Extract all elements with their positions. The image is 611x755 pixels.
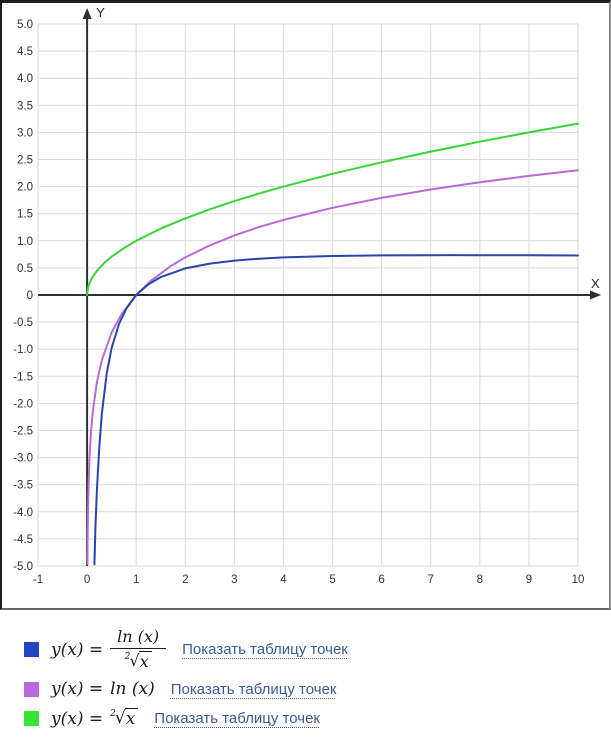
fraction-denominator: 2 √ x xyxy=(125,649,152,672)
plot-panel: Y X 5.0 4.5 4.0 3.5 3.0 2.5 2.0 1.5 1.0 0.5 0 -0.5 -1.… xyxy=(0,0,611,610)
radicand: x xyxy=(138,651,152,672)
x-tick-label: 10 xyxy=(572,574,585,586)
formula-rhs: ln (x) xyxy=(110,679,155,699)
y-tick-label: -5.0 xyxy=(13,561,33,573)
show-points-table-link-1[interactable]: Показать таблицу точек xyxy=(182,641,348,658)
radical-sign-icon: √ xyxy=(129,651,140,670)
x-tick-label: 1 xyxy=(133,574,139,586)
y-tick-label: 0.5 xyxy=(17,263,33,275)
show-points-table-link-3[interactable]: Показать таблицу точек xyxy=(154,710,320,727)
y-tick-label: 2.0 xyxy=(17,182,33,194)
legend: y(x) = ln (x) 2 √ x Показать таблицу точек… xyxy=(0,610,611,729)
legend-swatch-blue xyxy=(24,642,39,657)
y-tick-label: -4.5 xyxy=(13,534,33,546)
x-tick-label: 6 xyxy=(378,574,384,586)
y-tick-label: -0.5 xyxy=(13,317,33,329)
fraction-numerator: ln (x) xyxy=(110,627,167,649)
y-tick-label: 0 xyxy=(27,290,33,302)
show-points-table-link-2[interactable]: Показать таблицу точек xyxy=(170,680,337,698)
formula-ln-over-sqrt: y(x) = ln (x) 2 √ x xyxy=(51,627,167,672)
x-axis-arrow-icon xyxy=(590,290,601,300)
y-tick-label: 1.0 xyxy=(17,236,33,248)
formula-lhs: y(x) = xyxy=(51,679,104,699)
x-tick-label: 4 xyxy=(280,574,287,586)
square-root: 2 √ x xyxy=(125,651,152,672)
radicand: x xyxy=(124,708,139,729)
y-tick-label: -3.5 xyxy=(13,480,33,492)
legend-item-sqrt: y(x) = 2 √ x Показать таблицу точек xyxy=(24,708,611,729)
y-tick-label: -1.5 xyxy=(13,371,33,383)
x-tick-label: 2 xyxy=(182,574,188,586)
x-tick-label: 5 xyxy=(329,574,335,586)
formula-ln: y(x) = ln (x) xyxy=(51,679,155,699)
y-tick-label: 1.5 xyxy=(17,209,33,221)
x-tick-label: 0 xyxy=(84,574,90,586)
y-tick-label: -1.0 xyxy=(13,344,33,356)
root-index: 2 xyxy=(110,709,116,719)
curve-y(x)-ln(x)-x xyxy=(93,254,579,566)
y-tick-label: 5.0 xyxy=(17,19,33,31)
formula-sqrt: y(x) = 2 √ x xyxy=(51,708,139,729)
y-tick-label: -2.5 xyxy=(13,426,33,438)
formula-lhs: y(x) = xyxy=(51,639,104,660)
x-tick-label: 9 xyxy=(526,574,532,586)
square-root: 2 √ x xyxy=(110,708,139,729)
fraction: ln (x) 2 √ x xyxy=(110,627,167,672)
x-tick-label: 8 xyxy=(477,574,483,586)
y-axis-label: Y xyxy=(96,5,105,20)
y-axis-arrow-icon xyxy=(82,8,92,19)
plot-area: Y X 5.0 4.5 4.0 3.5 3.0 2.5 2.0 1.5 1.0 0.5 0 -0.5 -1.… xyxy=(13,5,601,586)
y-tick-label: -3.0 xyxy=(13,453,33,465)
y-tick-label: 4.5 xyxy=(17,46,33,58)
y-tick-label: 3.0 xyxy=(17,127,33,139)
y-tick-label: 3.5 xyxy=(17,100,33,112)
legend-item-ln-over-sqrt: y(x) = ln (x) 2 √ x Показать таблицу точек xyxy=(24,627,611,672)
y-tick-label: -2.0 xyxy=(13,398,33,410)
radical-sign-icon: √ xyxy=(114,708,126,728)
x-tick-label: 7 xyxy=(428,574,434,586)
x-tick-label: 3 xyxy=(231,574,237,586)
curve-y(x)-x xyxy=(86,122,579,296)
legend-item-ln: y(x) = ln (x) Показать таблицу точек xyxy=(24,679,611,699)
legend-swatch-purple xyxy=(24,681,39,697)
x-axis-label: X xyxy=(591,276,600,291)
root-index: 2 xyxy=(124,652,131,662)
x-tick-label: -1 xyxy=(33,574,43,586)
y-tick-label: 2.5 xyxy=(17,155,33,167)
legend-swatch-green xyxy=(24,711,39,726)
y-tick-label: 4.0 xyxy=(17,73,33,85)
formula-lhs: y(x) = xyxy=(51,708,104,729)
y-tick-label: -4.0 xyxy=(13,507,33,519)
